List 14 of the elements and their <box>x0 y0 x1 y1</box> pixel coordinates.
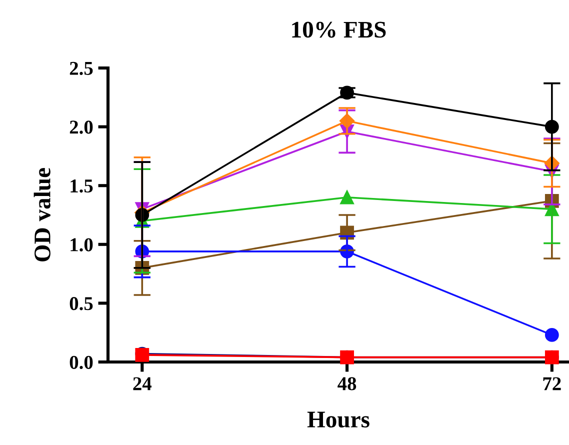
point <box>544 328 559 342</box>
chart-title: 10% FBS <box>292 22 386 38</box>
y-tick-label: 1.0 <box>70 238 93 252</box>
x-tick-label: 48 <box>338 377 356 390</box>
y-tick-label: 0.5 <box>70 297 93 310</box>
y-tick-label: 1.5 <box>70 180 93 193</box>
y-tick-label: 0.0 <box>70 356 93 370</box>
point <box>340 190 354 204</box>
x-tick-label: 72 <box>543 377 561 390</box>
y-tick-label: 2.5 <box>70 62 93 76</box>
x-axis-title: Hours <box>307 412 370 428</box>
y-tick-label: 2.0 <box>70 120 93 134</box>
x-tick-label: 24 <box>133 377 152 390</box>
y-axis-title: OD value <box>34 168 50 262</box>
